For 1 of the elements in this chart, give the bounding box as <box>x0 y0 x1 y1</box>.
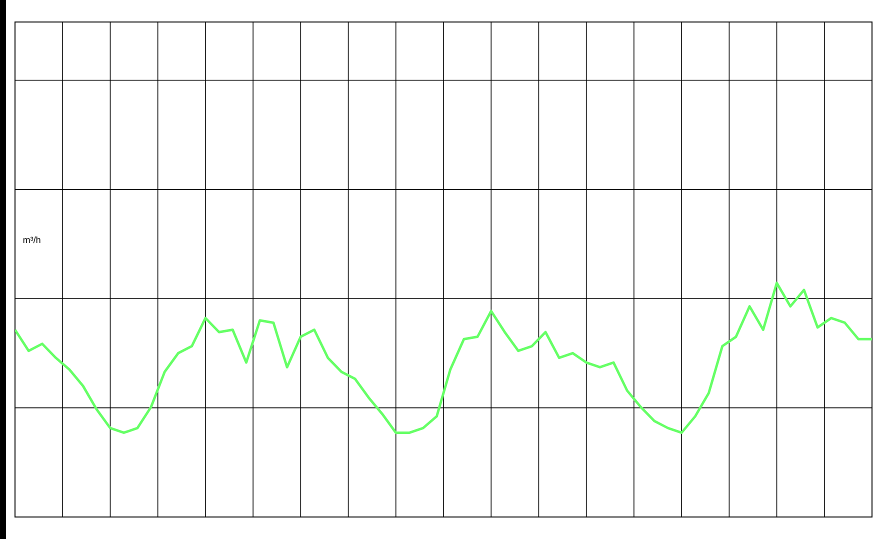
y-axis-title: m³/h <box>23 236 40 244</box>
